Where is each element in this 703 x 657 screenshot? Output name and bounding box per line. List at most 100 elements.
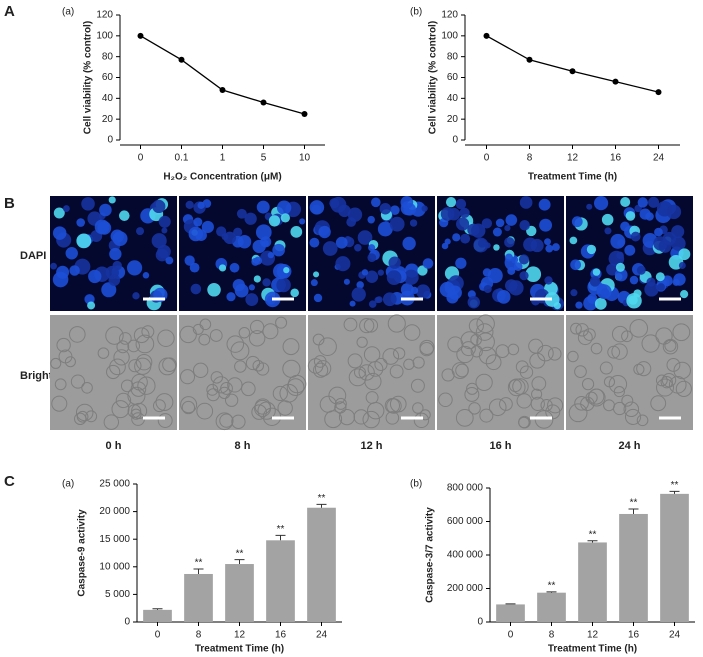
cell — [130, 408, 142, 420]
x-tick-label: 16 — [275, 630, 287, 641]
nucleus — [290, 225, 303, 238]
cell — [518, 415, 531, 429]
cell — [476, 332, 495, 352]
x-tick-label: 16 — [628, 630, 640, 641]
y-tick-label: 40 — [447, 93, 459, 104]
cell — [282, 338, 300, 356]
nucleus — [158, 215, 171, 228]
cell — [419, 339, 435, 355]
nucleus — [460, 233, 471, 244]
cell — [583, 328, 596, 341]
nucleus — [50, 262, 57, 270]
bar — [266, 540, 295, 622]
nucleus — [492, 227, 502, 237]
cell — [485, 354, 502, 371]
y-tick-label: 80 — [447, 51, 459, 62]
nucleus — [377, 221, 393, 237]
bar — [578, 542, 607, 622]
cell — [363, 318, 379, 333]
nucleus — [329, 198, 340, 209]
point — [526, 56, 533, 63]
x-tick-label: 8 — [196, 630, 202, 641]
cell — [81, 381, 93, 394]
nucleus — [570, 259, 582, 271]
nucleus — [620, 221, 630, 232]
cell — [672, 323, 691, 342]
nucleus — [99, 203, 112, 217]
row-label: Bright — [20, 370, 53, 382]
nucleus — [81, 197, 95, 211]
cell — [75, 403, 94, 422]
cell — [64, 356, 76, 368]
nucleus — [276, 277, 291, 293]
significance-label: ** — [548, 580, 556, 591]
cell — [318, 337, 337, 357]
cell — [353, 409, 369, 425]
cell — [219, 413, 234, 428]
nucleus — [375, 296, 383, 304]
error-bar — [628, 508, 639, 514]
cell — [118, 332, 132, 345]
y-tick-label: 20 — [102, 114, 114, 125]
nucleus — [636, 265, 646, 275]
subpanel-label: (b) — [410, 7, 422, 18]
bar — [184, 573, 213, 622]
nucleus — [452, 233, 461, 242]
nucleus — [157, 244, 171, 259]
line — [486, 35, 659, 93]
cell — [127, 386, 146, 405]
cell — [359, 317, 375, 334]
bar — [496, 604, 525, 622]
nucleus — [272, 243, 285, 257]
nucleus — [544, 238, 551, 246]
cell — [547, 397, 564, 414]
nucleus — [569, 236, 578, 245]
nucleus — [455, 257, 467, 269]
nucleus — [544, 292, 560, 307]
x-tick-label: 10 — [299, 153, 311, 164]
y-tick-label: 20 000 — [99, 506, 130, 517]
cell — [313, 355, 327, 368]
cell — [248, 330, 266, 347]
nucleus — [226, 292, 236, 302]
nucleus — [616, 251, 624, 260]
cell — [668, 376, 687, 394]
nucleus — [519, 220, 530, 231]
cell — [262, 323, 279, 340]
nucleus — [416, 284, 431, 299]
nucleus — [473, 237, 489, 253]
nucleus — [594, 297, 607, 310]
cell — [358, 364, 375, 381]
cell — [580, 396, 595, 411]
cell — [155, 393, 174, 411]
nucleus — [268, 215, 281, 227]
nucleus — [255, 224, 272, 241]
x-tick-label: 24 — [316, 630, 328, 641]
nucleus — [496, 290, 511, 304]
cell — [660, 376, 673, 389]
nucleus — [101, 282, 117, 298]
nucleus — [197, 201, 205, 209]
cell — [530, 396, 545, 411]
x-tick-label: 12 — [567, 153, 579, 164]
nucleus — [309, 200, 325, 215]
bar — [143, 609, 172, 622]
nucleus — [530, 238, 544, 253]
cell — [455, 408, 474, 427]
nucleus — [161, 227, 168, 234]
cell — [650, 395, 667, 412]
cell — [210, 371, 224, 384]
point — [483, 32, 490, 39]
nucleus — [253, 275, 261, 283]
nucleus — [237, 234, 252, 249]
nucleus — [620, 196, 631, 208]
nucleus — [280, 213, 290, 223]
cell — [475, 323, 494, 341]
nucleus — [119, 210, 130, 221]
nucleus — [185, 200, 194, 210]
nucleus — [400, 196, 414, 209]
cell — [334, 397, 347, 410]
cell — [581, 378, 595, 391]
error-bar — [234, 559, 245, 565]
nucleus — [606, 263, 619, 276]
